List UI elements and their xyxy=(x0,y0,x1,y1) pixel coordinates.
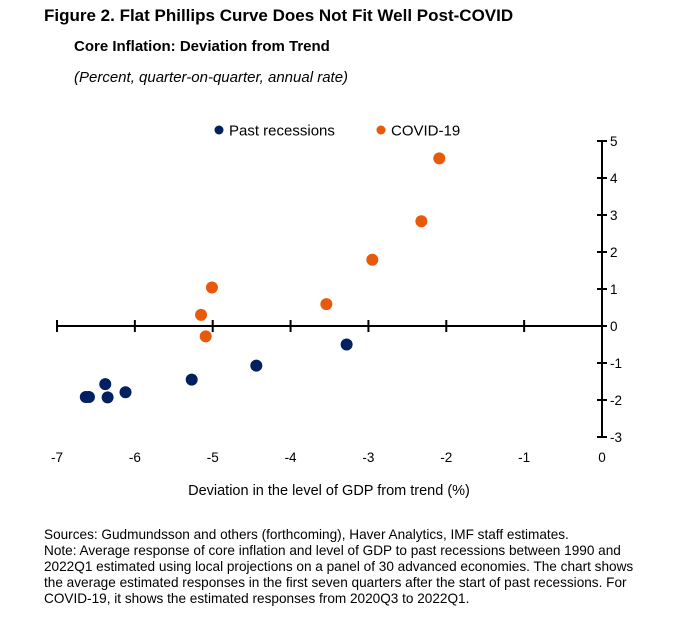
note-line: the average estimated responses in the f… xyxy=(44,575,627,590)
covid-point xyxy=(433,152,446,165)
y-tick-label: -3 xyxy=(610,430,622,445)
covid-point xyxy=(195,308,208,321)
past-recession-point xyxy=(82,391,95,404)
y-tick-label: 5 xyxy=(610,134,618,149)
past-recession-point xyxy=(185,373,198,386)
covid-point xyxy=(415,215,428,228)
notes: Sources: Gudmundsson and others (forthco… xyxy=(44,527,694,607)
legend-label: COVID-19 xyxy=(391,123,460,140)
covid-point xyxy=(199,330,212,343)
x-tick-label: -3 xyxy=(362,450,374,465)
x-tick-label: -1 xyxy=(518,450,530,465)
chart-title: Core Inflation: Deviation from Trend xyxy=(74,38,330,55)
x-tick-label: -7 xyxy=(51,450,63,465)
sources-text: Sources: Gudmundsson and others (forthco… xyxy=(44,527,569,542)
legend-label: Past recessions xyxy=(229,123,335,140)
y-tick-label: 3 xyxy=(610,208,618,223)
covid-point xyxy=(366,253,379,266)
x-tick-label: -6 xyxy=(129,450,141,465)
past-recession-point xyxy=(119,386,132,399)
x-tick-label: -4 xyxy=(285,450,297,465)
figure-title: Figure 2. Flat Phillips Curve Does Not F… xyxy=(44,6,514,25)
past-recession-point xyxy=(250,359,263,372)
past-recession-point xyxy=(101,391,114,404)
note-line: 2022Q1 estimated using local projections… xyxy=(44,559,634,574)
covid-point xyxy=(320,298,333,311)
note-line: Note: Average response of core inflation… xyxy=(44,543,621,558)
y-tick-label: 4 xyxy=(610,171,618,186)
past-recession-point xyxy=(340,338,353,351)
y-tick-label: 1 xyxy=(610,282,618,297)
legend-marker xyxy=(214,125,224,135)
note-line: COVID-19, it shows the estimated respons… xyxy=(44,591,470,606)
legend-marker xyxy=(376,125,386,135)
x-tick-label: -2 xyxy=(440,450,452,465)
x-tick-label: 0 xyxy=(598,450,606,465)
x-tick-label: -5 xyxy=(207,450,219,465)
y-tick-label: 0 xyxy=(610,319,618,334)
chart-subtitle: (Percent, quarter-on-quarter, annual rat… xyxy=(74,69,349,86)
y-tick-label: -2 xyxy=(610,393,622,408)
y-tick-label: 2 xyxy=(610,245,618,260)
past-recession-point xyxy=(99,378,112,391)
covid-point xyxy=(205,281,218,294)
scatter-chart: -7 -6 -5 -4 -3 -2 -1 0 -3 -2 -1 0 1 2 3 4 5 Deviation in … xyxy=(51,123,622,500)
y-tick-label: -1 xyxy=(610,356,622,371)
x-axis-title: Deviation in the level of GDP from trend… xyxy=(188,483,470,499)
